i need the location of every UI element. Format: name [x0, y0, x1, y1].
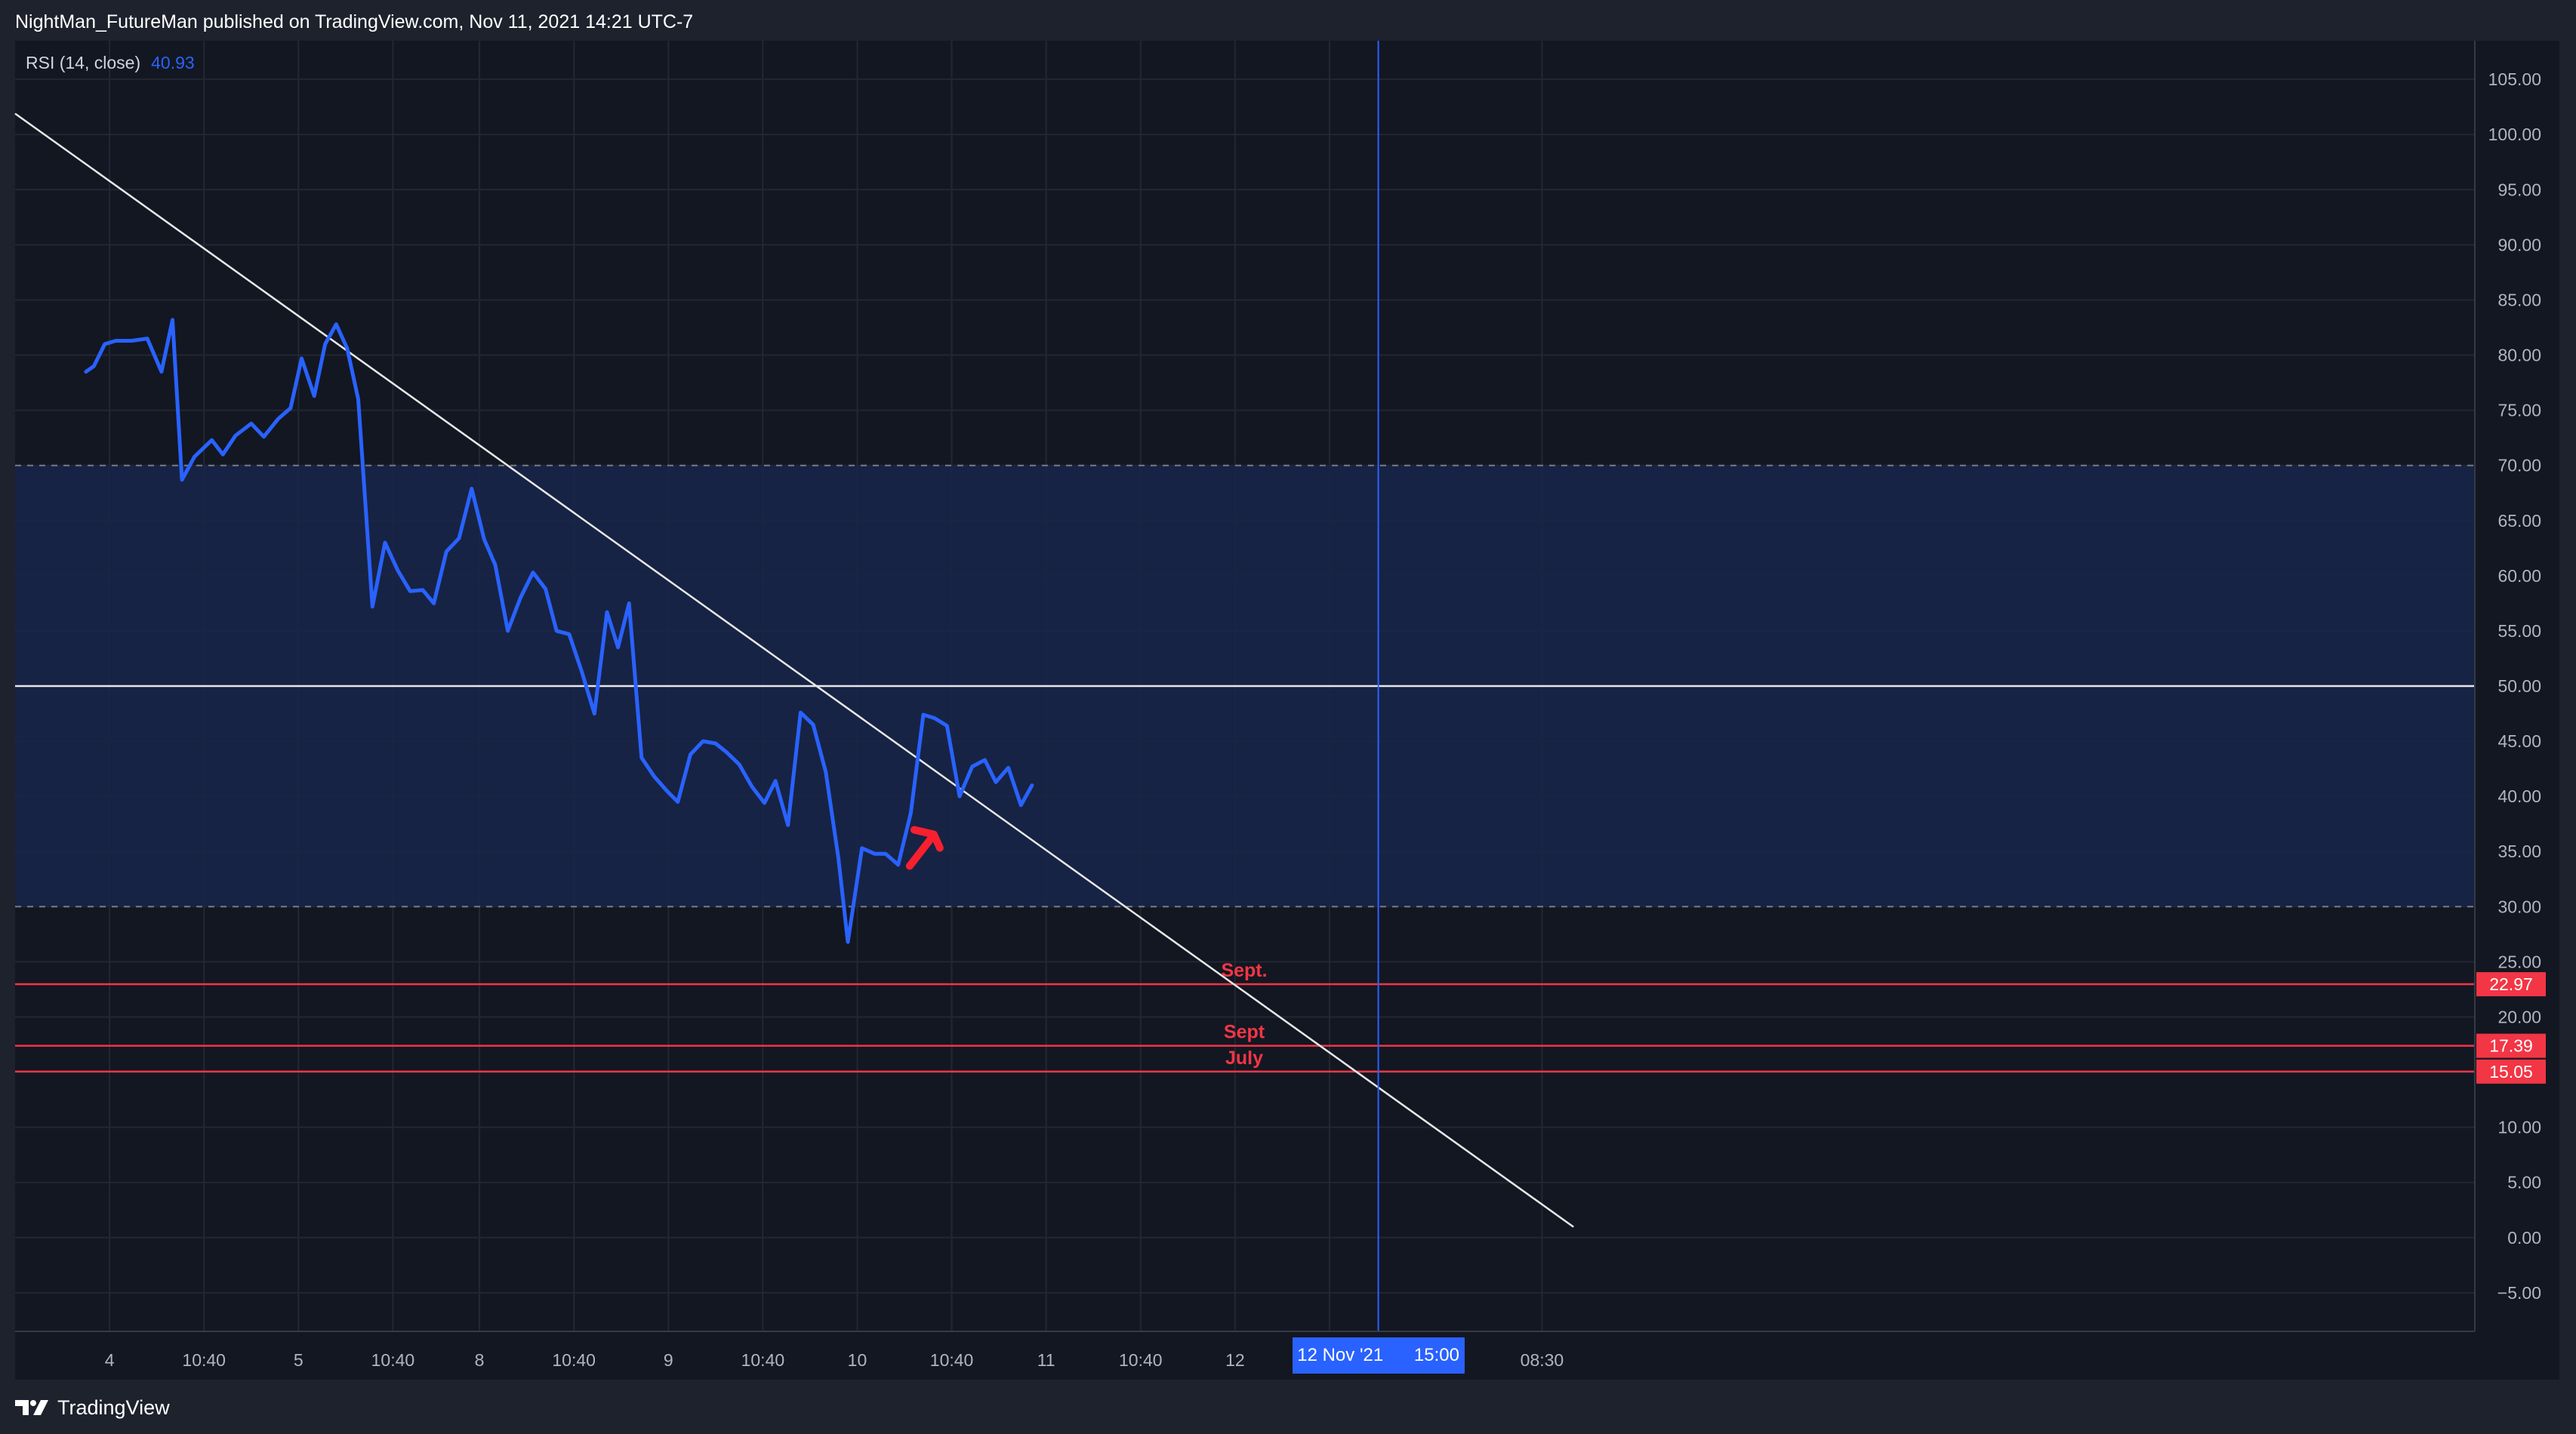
level-price-tag-text: 15.05 — [2489, 1062, 2533, 1082]
crosshair-time-text: 15:00 — [1413, 1345, 1459, 1365]
price-tick-label: 55.00 — [2497, 621, 2541, 641]
price-tick-label: 80.00 — [2497, 346, 2541, 365]
price-tick-label: 100.00 — [2488, 125, 2541, 144]
price-tick-label: 0.00 — [2507, 1228, 2541, 1248]
crosshair-date-label: 12 Nov '21 15:00 — [1292, 1337, 1465, 1374]
price-tick-label: 70.00 — [2497, 456, 2541, 475]
time-tick-label: 9 — [664, 1350, 673, 1370]
time-tick-label: 10:40 — [930, 1350, 974, 1370]
level-label: July — [1225, 1048, 1263, 1069]
time-tick-label: 10:40 — [1119, 1350, 1163, 1370]
level-price-tag-text: 17.39 — [2489, 1036, 2533, 1056]
price-tick-label: 50.00 — [2497, 676, 2541, 696]
time-tick-label: 08:30 — [1521, 1350, 1564, 1370]
descending-trendline — [14, 112, 1574, 1228]
time-tick-label: 8 — [475, 1350, 485, 1370]
price-tick-label: 65.00 — [2497, 511, 2541, 531]
rsi-line — [84, 318, 1034, 944]
trendline-layer — [14, 112, 1574, 1228]
price-tick-label: 105.00 — [2488, 69, 2541, 89]
price-tick-label: 30.00 — [2497, 897, 2541, 916]
price-tick-label: 35.00 — [2497, 842, 2541, 861]
horizontal-levels: Sept. Sept July — [15, 960, 2475, 1073]
time-tick-label: 10 — [848, 1350, 867, 1370]
price-tick-label: 40.00 — [2497, 786, 2541, 806]
crosshair-date-text: 12 Nov '21 — [1297, 1345, 1384, 1365]
time-tick-label: 12 — [1225, 1350, 1245, 1370]
price-tick-label: 75.00 — [2497, 401, 2541, 420]
time-tick-label: 11 — [1037, 1350, 1055, 1370]
annotations — [905, 826, 944, 870]
footer-bar: TradingView — [0, 1380, 2576, 1434]
price-tick-label: 20.00 — [2497, 1007, 2541, 1026]
annotation-arrow-head — [910, 826, 944, 852]
time-tick-label: 10:40 — [182, 1350, 226, 1370]
time-tick-label: 10:40 — [741, 1350, 785, 1370]
tradingview-logo-icon — [15, 1400, 48, 1415]
indicator-legend[interactable]: RSI (14, close) 40.93 — [26, 53, 195, 73]
price-tick-label: 25.00 — [2497, 952, 2541, 971]
price-tick-label: 90.00 — [2497, 235, 2541, 254]
price-tick-label: 95.00 — [2497, 180, 2541, 199]
price-tick-label: 85.00 — [2497, 290, 2541, 309]
time-tick-label: 5 — [294, 1350, 304, 1370]
indicator-value: 40.93 — [151, 53, 195, 72]
time-tick-label: 10:40 — [371, 1350, 415, 1370]
level-price-tag-text: 22.97 — [2489, 974, 2533, 994]
level-price-tag — [2476, 1059, 2546, 1084]
publish-info-text: NightMan_FutureMan published on TradingV… — [15, 11, 694, 32]
time-tick-label: 4 — [105, 1350, 115, 1370]
annotation-arrow-shaft — [905, 835, 935, 870]
price-tick-label: 45.00 — [2497, 731, 2541, 751]
level-price-tag — [2476, 1033, 2546, 1058]
publish-header: NightMan_FutureMan published on TradingV… — [0, 0, 2576, 41]
price-axis[interactable]: 105.00 100.00 95.00 90.00 85.00 80.00 75.00 70.… — [2476, 69, 2546, 1303]
level-label: Sept — [1224, 1022, 1265, 1043]
price-tick-label: 5.00 — [2507, 1173, 2541, 1192]
price-axis-background — [2475, 41, 2559, 1380]
rsi-band-area — [15, 464, 2475, 908]
time-tick-label: 10:40 — [552, 1350, 596, 1370]
indicator-label: RSI (14, close) — [26, 53, 141, 72]
brand-text: TradingView — [57, 1396, 170, 1419]
price-tick-label: 60.00 — [2497, 566, 2541, 586]
time-axis-background — [15, 1331, 2475, 1380]
price-tick-label: −5.00 — [2497, 1283, 2541, 1303]
tradingview-brand[interactable]: TradingView — [15, 1395, 170, 1420]
price-tick-label: 10.00 — [2497, 1118, 2541, 1137]
level-price-tag — [2476, 972, 2546, 997]
rsi-series — [84, 318, 1034, 944]
level-label: Sept. — [1221, 960, 1267, 981]
